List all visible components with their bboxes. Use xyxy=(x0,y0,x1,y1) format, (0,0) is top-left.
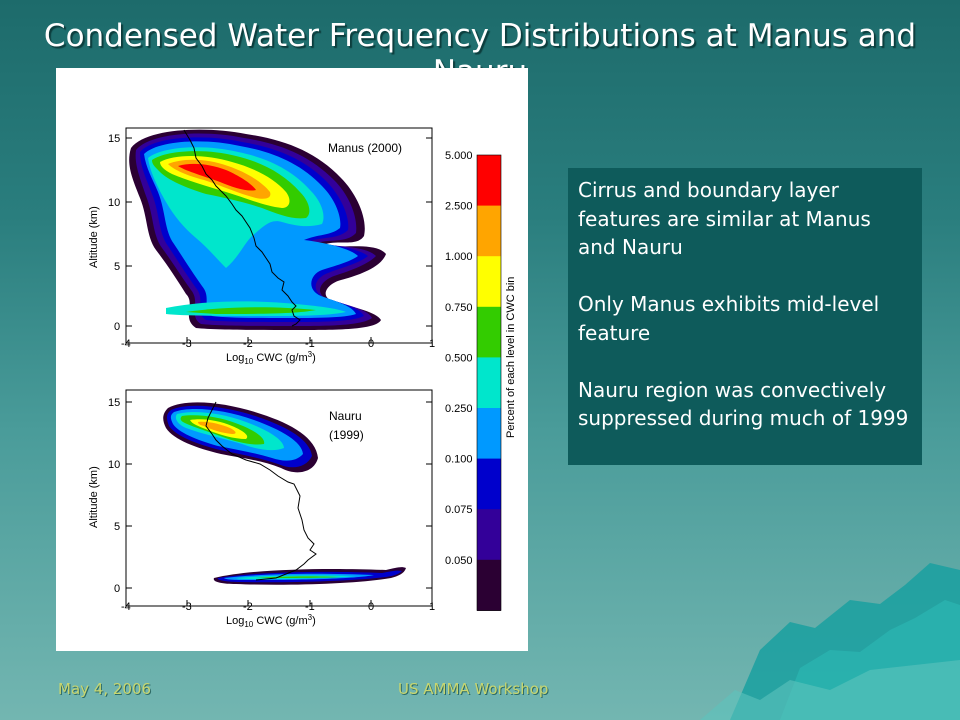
svg-text:1: 1 xyxy=(429,601,435,613)
callout-paragraph-1: Cirrus and boundary layer features are s… xyxy=(578,178,871,259)
manus-plot: Manus (2000) -4 -3 -2 -1 0 1 0 5 10 15 L… xyxy=(88,127,435,366)
colorbar-level-label: 5.000 xyxy=(445,150,473,162)
svg-text:-1: -1 xyxy=(305,601,315,613)
svg-text:-2: -2 xyxy=(243,338,253,350)
colorbar-title: Percent of each level in CWC bin xyxy=(505,277,517,438)
svg-text:-3: -3 xyxy=(182,601,192,613)
figure-graphic: Manus (2000) -4 -3 -2 -1 0 1 0 5 10 15 L… xyxy=(88,127,517,629)
colorbar-labels: 5.000 2.500 1.000 0.750 0.500 0.250 0.100 0.075… xyxy=(445,150,473,567)
nauru-xlabel: Log10 CWC (g/m3) xyxy=(226,613,316,629)
svg-text:10: 10 xyxy=(108,197,120,209)
colorbar-swatch xyxy=(477,458,501,510)
svg-text:10: 10 xyxy=(108,459,120,471)
callout-paragraph-2: Only Manus exhibits mid-level feature xyxy=(578,292,880,345)
colorbar-level-label: 0.075 xyxy=(445,504,473,516)
svg-text:15: 15 xyxy=(108,397,120,409)
colorbar-level-label: 1.000 xyxy=(445,251,473,263)
figure-panel: Manus (2000) -4 -3 -2 -1 0 1 0 5 10 15 L… xyxy=(56,68,528,651)
svg-text:-1: -1 xyxy=(305,338,315,350)
svg-text:-4: -4 xyxy=(121,601,131,613)
colorbar-level-label: 0.250 xyxy=(445,403,473,415)
colorbar-level-label: 0.500 xyxy=(445,352,473,364)
colorbar: 5.000 2.500 1.000 0.750 0.500 0.250 0.100 0.075… xyxy=(445,150,517,611)
manus-yticks: 0 5 10 15 xyxy=(108,133,120,333)
colorbar-level-label: 2.500 xyxy=(445,201,473,213)
nauru-xticks: -4 -3 -2 -1 0 1 xyxy=(121,601,435,613)
callout-paragraph-3: Nauru region was convectively suppressed… xyxy=(578,377,909,431)
manus-xlabel: Log10 CWC (g/m3) xyxy=(226,350,316,366)
colorbar-swatch xyxy=(477,205,501,257)
svg-text:15: 15 xyxy=(108,133,120,145)
colorbar-level-label: 0.750 xyxy=(445,302,473,314)
manus-ylabel: Altitude (km) xyxy=(88,206,100,268)
svg-text:0: 0 xyxy=(114,321,120,333)
colorbar-swatch xyxy=(477,408,501,460)
svg-text:-3: -3 xyxy=(182,338,192,350)
colorbar-swatches xyxy=(476,154,502,611)
svg-text:5: 5 xyxy=(114,521,120,533)
svg-text:0: 0 xyxy=(368,338,374,350)
nauru-yticks: 0 5 10 15 xyxy=(108,397,120,595)
svg-text:-4: -4 xyxy=(121,338,131,350)
svg-text:1: 1 xyxy=(429,338,435,350)
manus-xticks: -4 -3 -2 -1 0 1 xyxy=(121,338,435,350)
colorbar-swatch xyxy=(477,357,501,409)
footer-date: May 4, 2006 xyxy=(58,680,152,698)
svg-text:-2: -2 xyxy=(243,601,253,613)
nauru-panel-label-line1: Nauru xyxy=(329,409,362,423)
callout-box: Cirrus and boundary layer features are s… xyxy=(568,168,922,465)
colorbar-level-label: 0.050 xyxy=(445,555,473,567)
nauru-panel-label-line2: (1999) xyxy=(329,428,364,442)
svg-text:5: 5 xyxy=(114,261,120,273)
colorbar-swatch xyxy=(477,306,501,358)
colorbar-swatch xyxy=(477,155,501,207)
colorbar-swatch xyxy=(477,559,501,611)
colorbar-level-label: 0.100 xyxy=(445,454,473,466)
colorbar-swatch xyxy=(477,256,501,308)
manus-panel-label: Manus (2000) xyxy=(328,141,402,155)
colorbar-outline xyxy=(476,154,502,611)
slide-title: Condensed Water Frequency Distributions … xyxy=(43,18,917,90)
footer-event: US AMMA Workshop xyxy=(398,680,549,698)
nauru-plot: Nauru (1999) -4 -3 -2 -1 0 1 0 5 10 15 L… xyxy=(88,389,435,629)
svg-text:0: 0 xyxy=(368,601,374,613)
svg-text:0: 0 xyxy=(114,583,120,595)
nauru-ylabel: Altitude (km) xyxy=(88,466,100,528)
colorbar-swatch xyxy=(477,509,501,561)
